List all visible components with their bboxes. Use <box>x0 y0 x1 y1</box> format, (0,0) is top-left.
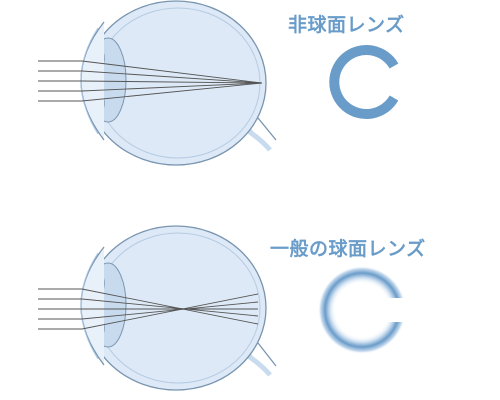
ray <box>81 80 263 84</box>
blurred-c-ring-icon <box>318 266 418 354</box>
aspheric-lens-label: 非球面レンズ <box>288 14 405 36</box>
ray <box>81 70 263 84</box>
ray <box>81 60 263 84</box>
ray <box>81 288 259 325</box>
light-rays <box>38 60 263 102</box>
sharp-c-ring-icon <box>329 45 399 119</box>
spherical-lens-label: 一般の球面レンズ <box>270 238 426 260</box>
ray <box>81 82 263 92</box>
top-eye-diagram <box>38 0 277 166</box>
ray <box>81 301 259 320</box>
bottom-eye-diagram <box>38 225 277 391</box>
cornea <box>80 246 105 366</box>
light-rays <box>38 288 259 330</box>
ray <box>81 82 263 102</box>
ray <box>81 293 259 330</box>
ray <box>81 298 259 317</box>
